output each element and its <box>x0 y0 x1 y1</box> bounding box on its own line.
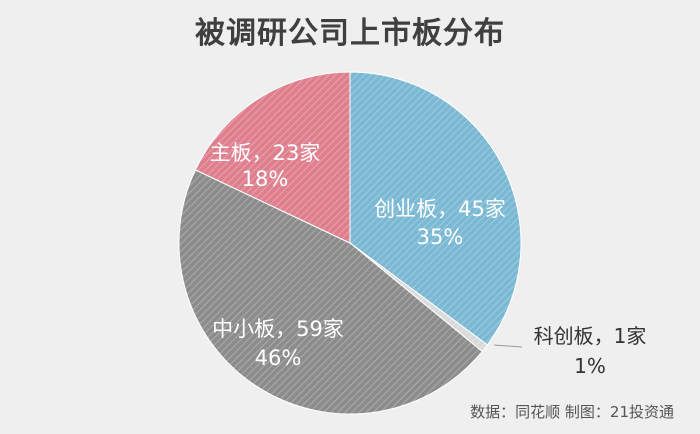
pie-slice-3 <box>178 169 483 415</box>
slice-label-3: 中小板，59家 <box>212 317 344 341</box>
chart-title: 被调研公司上市板分布 <box>195 16 505 51</box>
pie-slice-4 <box>194 71 351 244</box>
slice-label-2: 科创板，1家 <box>534 324 647 348</box>
source-note: 数据：同花顺 制图：21投资通 <box>470 403 674 421</box>
slice-percent-2: 1% <box>574 354 606 378</box>
slice-label-1: 创业板，45家 <box>374 197 506 221</box>
slice-percent-3: 46% <box>255 346 302 370</box>
slice-percent-4: 18% <box>242 167 289 191</box>
pie-slice-1 <box>349 71 522 346</box>
slice-label-4: 主板，23家 <box>210 141 321 165</box>
leader-line <box>493 344 523 348</box>
slice-percent-1: 35% <box>417 225 464 249</box>
